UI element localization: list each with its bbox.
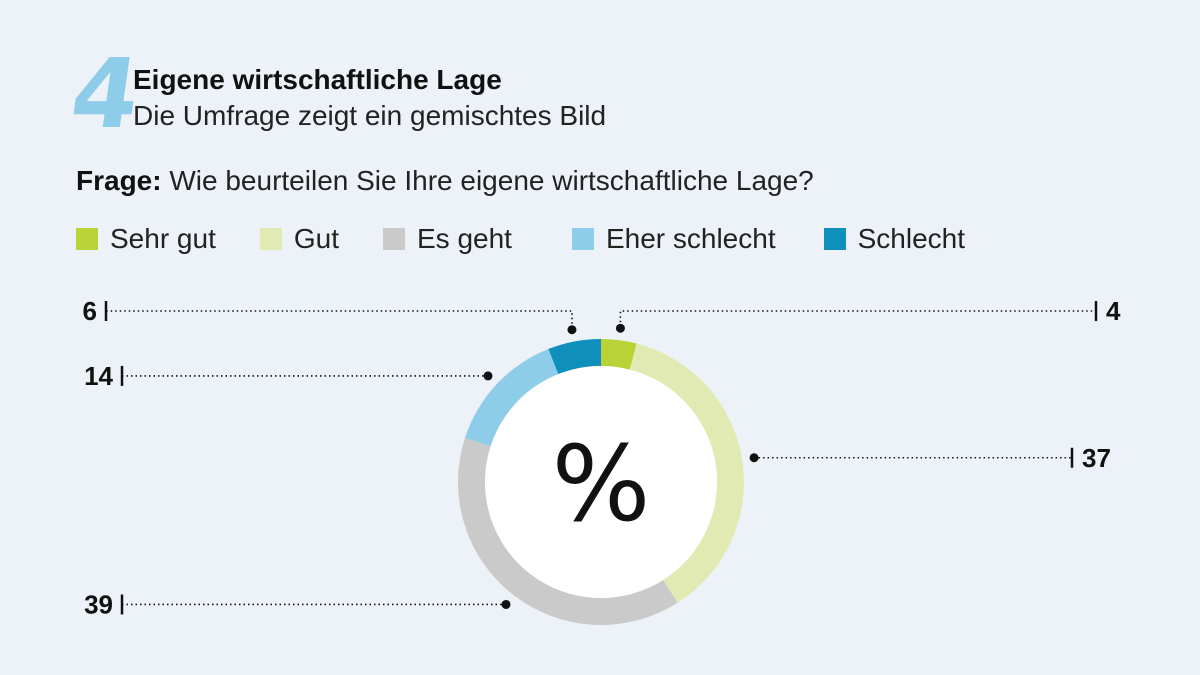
value-labels: 4 37 39 14 6 [83,296,1121,619]
chart-title: Eigene wirtschaftliche Lage [133,64,502,95]
legend-label: Gut [293,223,339,254]
leader-line [106,310,573,324]
legend-swatch [383,228,405,250]
center-label: % [552,423,651,545]
leader-dot [615,323,625,333]
donut-slice-gut [629,343,745,603]
donut-hole [485,366,717,598]
question-label: Frage: [76,165,162,196]
leader-lines [104,301,1098,615]
donut-slice-eher-schlecht [464,349,559,447]
donut-slices [458,339,745,625]
legend-label: Eher schlecht [605,223,776,254]
legend-label: Es geht [417,223,512,254]
donut-slice-schlecht [548,339,601,375]
value-label-schlecht: 6 [83,296,97,326]
value-label-es-geht: 39 [84,589,113,619]
legend: Sehr gut Gut Es geht Eher schlecht Schle… [76,222,965,256]
legend-item-sehr-gut: Sehr gut [76,222,216,256]
legend-swatch [823,228,846,250]
legend-label: Sehr gut [110,223,216,254]
leader-dot [567,325,577,335]
legend-item-gut: Gut [259,222,339,256]
value-label-eher-schlecht: 14 [84,361,113,391]
question: Frage: Wie beurteilen Sie Ihre eigene wi… [76,164,814,198]
legend-swatch [76,228,98,250]
legend-item-schlecht: Schlecht [823,222,965,256]
value-label-sehr-gut: 4 [1106,296,1121,326]
legend-swatch [259,228,282,250]
value-label-gut: 37 [1082,443,1111,473]
legend-item-es-geht: Es geht [383,222,512,256]
leader-line [619,310,1096,323]
legend-swatch [571,228,594,250]
donut-slice-sehr-gut [601,339,637,370]
donut-slice-es-geht [458,437,678,625]
legend-label: Schlecht [857,223,965,254]
question-text: Wie beurteilen Sie Ihre eigene wirtschaf… [161,165,814,196]
chart-subtitle: Die Umfrage zeigt ein gemischtes Bild [133,100,607,131]
legend-item-eher-schlecht: Eher schlecht [571,222,776,256]
